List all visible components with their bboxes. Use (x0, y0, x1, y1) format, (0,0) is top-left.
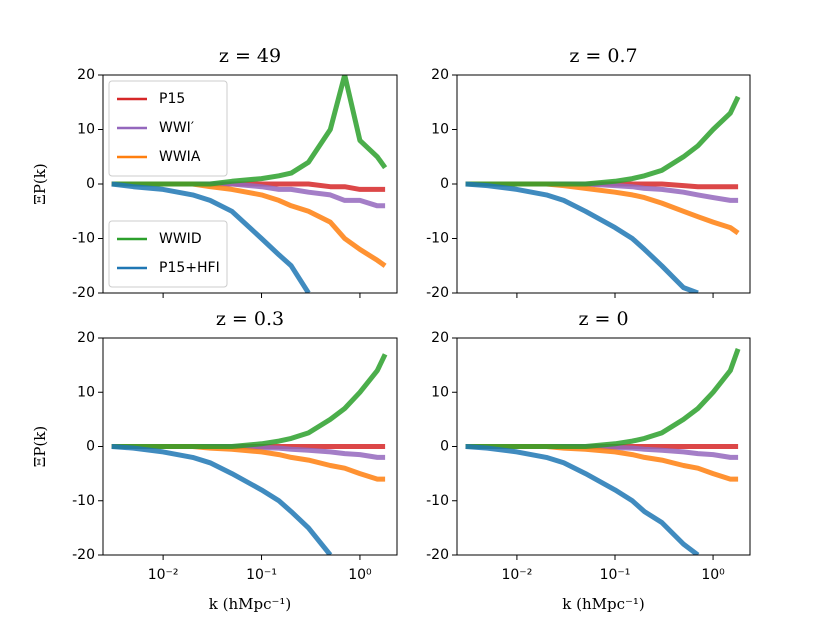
panel-title: z = 0 (578, 308, 628, 330)
x-tick-label: 10⁰ (348, 567, 372, 583)
legend-label: P15+HFI (159, 260, 220, 276)
y-tick-label: 0 (86, 176, 95, 192)
x-tick-label: 10⁰ (701, 567, 725, 583)
series-group (111, 353, 388, 555)
panel-title: z = 0.7 (569, 45, 637, 67)
x-tick-label: 10⁻² (501, 567, 532, 583)
series-group (111, 75, 388, 293)
series-line (465, 444, 700, 555)
y-tick-label: -10 (72, 231, 95, 247)
y-tick-label: 20 (77, 67, 95, 83)
x-axis-label: k (hMpc⁻¹) (562, 595, 645, 613)
y-tick-label: -10 (426, 493, 449, 509)
series-line (465, 181, 699, 293)
legend-box (108, 220, 228, 288)
panel-title: z = 0.3 (216, 308, 284, 330)
y-axis-label: ΞP(k) (31, 163, 49, 204)
y-tick-label: -10 (426, 231, 449, 247)
series-group (465, 348, 741, 555)
series-group (465, 95, 741, 293)
y-tick-label: -20 (72, 547, 95, 563)
y-tick-label: -20 (426, 285, 449, 301)
y-tick-label: -20 (426, 547, 449, 563)
x-tick-label: 10⁻¹ (246, 567, 277, 583)
y-tick-label: -20 (72, 285, 95, 301)
y-tick-label: 0 (86, 439, 95, 455)
legend-label: P15 (159, 91, 185, 107)
legend-label: WWI′ (159, 120, 194, 136)
series-line (465, 348, 741, 449)
series-line (111, 444, 333, 555)
series-line (111, 75, 388, 187)
legend-label: WWID (159, 231, 202, 247)
series-line (465, 95, 741, 187)
y-tick-label: 10 (431, 122, 449, 138)
y-tick-label: 0 (440, 176, 449, 192)
y-tick-label: 20 (431, 67, 449, 83)
y-tick-label: 20 (77, 330, 95, 346)
series-line (111, 181, 311, 293)
y-tick-label: 10 (77, 384, 95, 400)
panel-title: z = 49 (219, 45, 281, 67)
legend-label: WWIA (159, 149, 201, 165)
y-axis-label: ΞP(k) (31, 426, 49, 467)
series-line (111, 353, 388, 449)
x-axis-label: k (hMpc⁻¹) (209, 595, 292, 613)
legend-box (108, 80, 228, 177)
y-tick-label: 10 (431, 384, 449, 400)
y-tick-label: -10 (72, 493, 95, 509)
x-tick-label: 10⁻² (148, 567, 179, 583)
y-tick-label: 20 (431, 330, 449, 346)
y-tick-label: 0 (440, 439, 449, 455)
y-tick-label: 10 (77, 122, 95, 138)
x-tick-label: 10⁻¹ (600, 567, 631, 583)
